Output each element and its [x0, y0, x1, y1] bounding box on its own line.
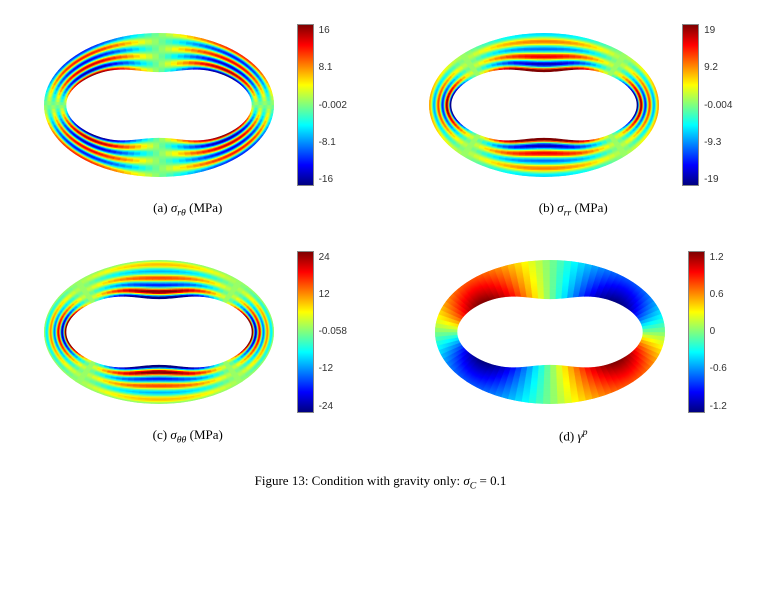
subcaption-b: (b) σrr (MPa) [539, 200, 608, 219]
colorbar-tick: 8.1 [319, 62, 347, 73]
colorbar-tick: -9.3 [704, 137, 732, 148]
subcaption-a: (a) σrθ (MPa) [153, 200, 222, 219]
colorbar-tick: -0.004 [704, 100, 732, 111]
panel-row: 19 9.2 -0.004 -9.3 -19 [396, 20, 752, 190]
panel-b: 19 9.2 -0.004 -9.3 -19 (b) σrr (MPa) [396, 20, 752, 237]
colorbar-tick: 1.2 [710, 252, 727, 263]
subcaption-sub: rθ [177, 208, 186, 219]
colorbar-tick: 0.6 [710, 289, 727, 300]
subcaption-sub: θθ [177, 434, 187, 445]
colorbar: 1.2 0.6 0 -0.6 -1.2 [688, 251, 727, 413]
contour-plot-sigma_rr [414, 20, 674, 190]
colorbar-tick: 0 [710, 326, 727, 337]
subcaption-d: (d) γp [559, 427, 587, 444]
colorbar-gradient [688, 251, 705, 413]
colorbar-tick: -16 [319, 174, 347, 185]
contour-plot-sigma_tt [29, 247, 289, 417]
panel-row: 16 8.1 -0.002 -8.1 -16 [10, 20, 366, 190]
subcaption-unit: (MPa) [186, 200, 222, 215]
subcaption-letter: (a) [153, 200, 171, 215]
colorbar-tick: 9.2 [704, 62, 732, 73]
colorbar: 24 12 -0.058 -12 -24 [297, 251, 347, 413]
colorbar: 16 8.1 -0.002 -8.1 -16 [297, 24, 347, 186]
subcaption-letter: (c) [153, 427, 171, 442]
subcaption-unit: (MPa) [571, 200, 607, 215]
colorbar-tick: 12 [319, 289, 347, 300]
colorbar: 19 9.2 -0.004 -9.3 -19 [682, 24, 732, 186]
caption-eq: = 0.1 [476, 473, 506, 488]
panel-a: 16 8.1 -0.002 -8.1 -16 (a) σrθ (MPa) [10, 20, 366, 237]
colorbar-tick: 16 [319, 25, 347, 36]
contour-plot-gamma_p [420, 247, 680, 417]
colorbar-ticks: 1.2 0.6 0 -0.6 -1.2 [710, 252, 727, 412]
colorbar-ticks: 24 12 -0.058 -12 -24 [319, 252, 347, 412]
colorbar-tick: -0.058 [319, 326, 347, 337]
subcaption-sup: p [583, 427, 588, 438]
colorbar-tick: -8.1 [319, 137, 347, 148]
subcaption-c: (c) σθθ (MPa) [153, 427, 223, 446]
figure-caption: Figure 13: Condition with gravity only: … [10, 473, 751, 492]
colorbar-ticks: 16 8.1 -0.002 -8.1 -16 [319, 25, 347, 185]
colorbar-tick: -24 [319, 401, 347, 412]
colorbar-ticks: 19 9.2 -0.004 -9.3 -19 [704, 25, 732, 185]
colorbar-tick: -12 [319, 363, 347, 374]
colorbar-tick: 19 [704, 25, 732, 36]
panel-row: 24 12 -0.058 -12 -24 [10, 247, 366, 417]
subcaption-letter: (b) [539, 200, 557, 215]
colorbar-tick: -0.002 [319, 100, 347, 111]
colorbar-gradient [297, 24, 314, 186]
colorbar-tick: -19 [704, 174, 732, 185]
panel-row: 1.2 0.6 0 -0.6 -1.2 [396, 247, 752, 417]
panel-c: 24 12 -0.058 -12 -24 (c) σθθ (MPa) [10, 247, 366, 464]
panel-d: 1.2 0.6 0 -0.6 -1.2 (d) γp [396, 247, 752, 464]
figure-grid: 16 8.1 -0.002 -8.1 -16 (a) σrθ (MPa) 19 9.2 -0.0… [10, 20, 751, 463]
subcaption-letter: (d) [559, 428, 577, 443]
colorbar-tick: 24 [319, 252, 347, 263]
colorbar-gradient [297, 251, 314, 413]
colorbar-tick: -1.2 [710, 401, 727, 412]
colorbar-gradient [682, 24, 699, 186]
colorbar-tick: -0.6 [710, 363, 727, 374]
contour-plot-sigma_rt [29, 20, 289, 190]
subcaption-unit: (MPa) [186, 427, 222, 442]
caption-prefix: Figure 13: Condition with gravity only: [255, 473, 464, 488]
